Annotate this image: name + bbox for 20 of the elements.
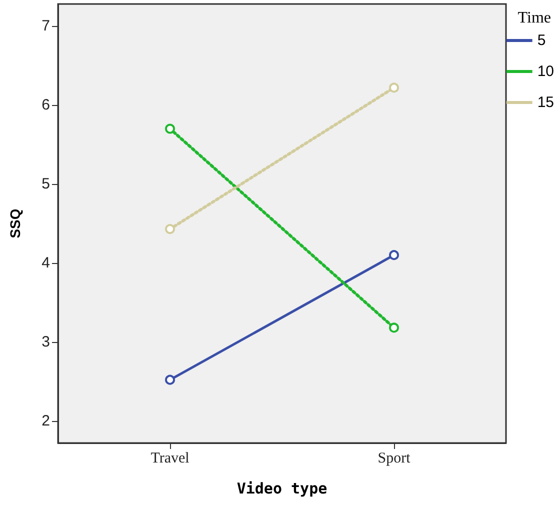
y-tick-label: 7: [42, 18, 50, 35]
x-tick-label: Travel: [150, 450, 190, 466]
legend-label: 5: [537, 32, 546, 49]
point: [165, 224, 175, 234]
legend-label: 15: [537, 94, 554, 111]
point: [165, 374, 175, 385]
y-tick-label: 2: [42, 412, 50, 430]
x-axis-title: Video type: [236, 480, 328, 498]
legend-label: 10: [537, 63, 554, 80]
point: [389, 250, 399, 260]
point: [165, 124, 175, 134]
legend-title: Time: [518, 10, 551, 26]
y-tick-label: 3: [42, 333, 50, 350]
point: [389, 82, 399, 93]
x-tick-label: Sport: [378, 450, 412, 466]
y-tick-label: 6: [42, 96, 50, 114]
y-axis-title: SSQ: [7, 208, 23, 238]
y-tick-label: 4: [42, 254, 50, 272]
point: [389, 322, 399, 333]
y-tick-label: 5: [42, 176, 50, 193]
